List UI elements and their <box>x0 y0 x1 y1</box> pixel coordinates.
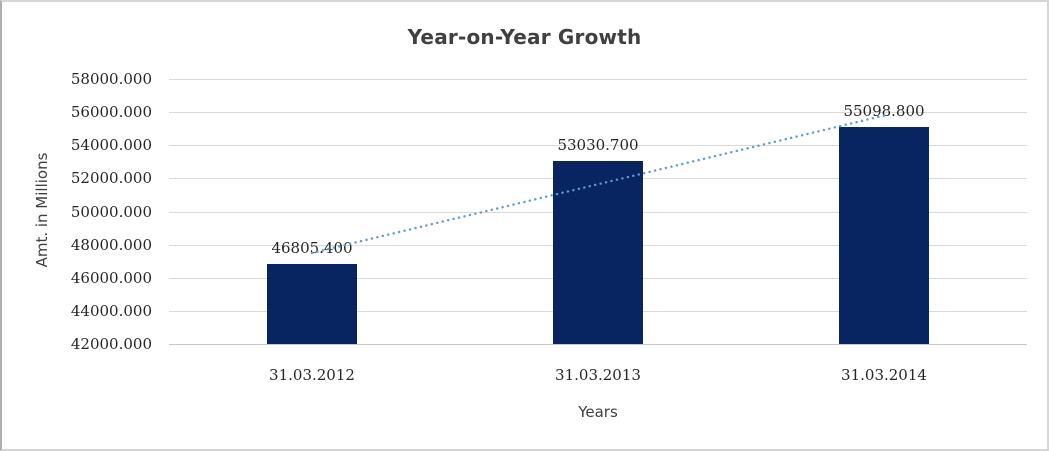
y-tick-label: 44000.000 <box>70 301 152 320</box>
trendline-path <box>310 114 886 255</box>
gridline <box>169 79 1027 80</box>
data-label: 55098.800 <box>843 102 925 121</box>
x-category-label: 31.03.2012 <box>269 366 355 384</box>
bar-31.03.2014 <box>839 127 929 344</box>
y-tick-label: 48000.000 <box>70 235 152 254</box>
gridline <box>169 112 1027 114</box>
y-tick-label: 42000.000 <box>70 335 152 353</box>
data-label: 46805.400 <box>271 239 353 258</box>
y-tick-label: 54000.000 <box>70 136 152 155</box>
trendline <box>310 114 886 255</box>
y-tick-label: 56000.000 <box>70 103 152 122</box>
y-tick-label: 52000.000 <box>70 169 152 188</box>
chart-title: Year-on-Year Growth <box>407 25 642 49</box>
gridline <box>169 145 1027 147</box>
bar-31.03.2012 <box>267 264 357 344</box>
x-category-label: 31.03.2014 <box>841 366 927 384</box>
y-tick-label: 46000.000 <box>70 268 152 287</box>
y-tick-label: 58000.000 <box>70 70 152 88</box>
x-axis-title: Years <box>578 403 618 421</box>
plot-area: 46805.400 53030.700 55098.800 <box>169 79 1027 345</box>
x-axis-line <box>169 344 1027 345</box>
x-category-label: 31.03.2013 <box>555 366 641 384</box>
y-tick-label: 50000.000 <box>70 202 152 221</box>
data-label: 53030.700 <box>557 136 639 155</box>
